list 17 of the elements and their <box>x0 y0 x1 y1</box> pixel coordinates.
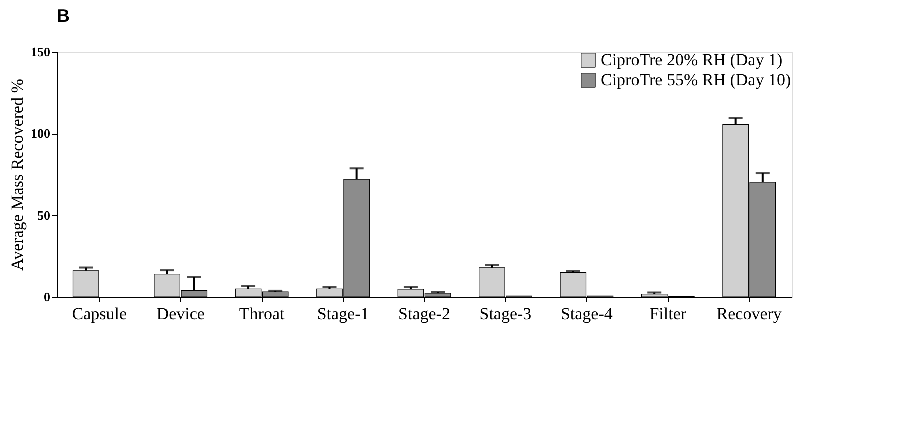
x-tick-label: Filter <box>650 304 687 324</box>
x-tick-label: Capsule <box>72 304 128 324</box>
y-tick-label: 150 <box>31 44 50 60</box>
x-tick-label: Device <box>156 304 205 324</box>
y-axis-title: Average Mass Recovered % <box>8 79 27 271</box>
legend-label: CiproTre 55% RH (Day 10) <box>601 70 792 90</box>
y-tick-label: 50 <box>38 208 50 223</box>
x-tick-label: Recovery <box>716 304 782 324</box>
x-tick-label: Throat <box>239 304 285 324</box>
x-tick-label: Stage-3 <box>480 304 532 324</box>
x-tick-label: Stage-2 <box>398 304 450 324</box>
y-tick-label: 100 <box>31 126 50 142</box>
chart-title: B <box>57 6 70 26</box>
legend-label: CiproTre 20% RH (Day 1) <box>601 50 783 70</box>
y-tick-label: 0 <box>44 290 50 304</box>
x-tick-label: Stage-4 <box>560 304 614 324</box>
x-tick-label: Stage-1 <box>317 304 370 324</box>
